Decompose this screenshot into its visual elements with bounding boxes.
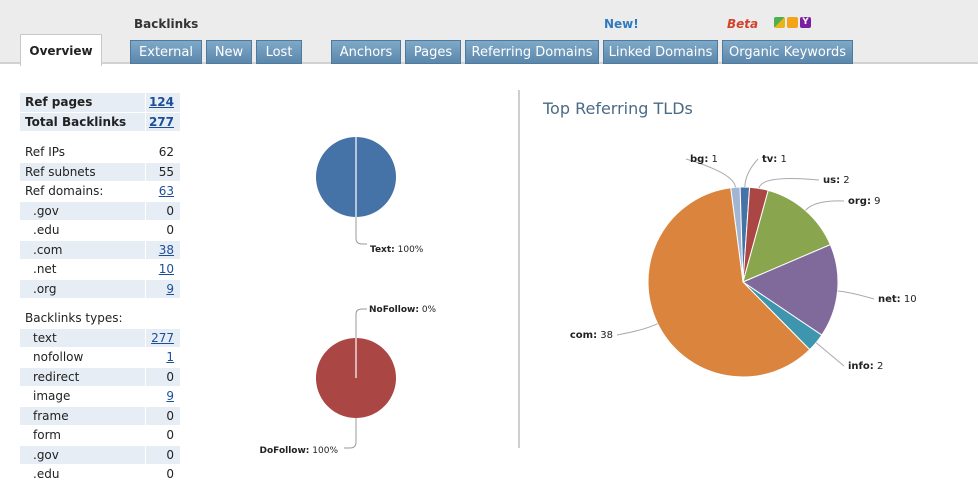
- connector-dofollow: [344, 418, 357, 449]
- connector-info: [815, 342, 845, 367]
- stat-row-org: .org 9: [20, 279, 180, 299]
- connector-nofollow: [355, 308, 367, 338]
- pie-slice-net[interactable]: [741, 243, 839, 336]
- yahoo-icon[interactable]: Y: [800, 17, 811, 28]
- label-info: info: 2: [848, 361, 883, 372]
- stat-row-ref-ips: Ref IPs 62: [20, 143, 180, 163]
- connector-bg: [685, 158, 736, 188]
- stat-row-com: .com 38: [20, 240, 180, 260]
- org-domains-link[interactable]: 9: [166, 281, 174, 296]
- stat-row-types-gov: .gov 0: [20, 445, 180, 465]
- label-tv: tv: 1: [762, 154, 787, 165]
- tab-linked-domains[interactable]: Linked Domains: [603, 40, 718, 64]
- stat-row-text: text 277: [20, 328, 180, 348]
- tab-referring-domains[interactable]: Referring Domains: [465, 40, 599, 64]
- tld-chart-title: Top Referring TLDs: [543, 99, 693, 118]
- label-us: us: 2: [823, 175, 850, 186]
- new-badge: New!: [604, 17, 639, 31]
- stat-row-types-edu: .edu 0: [20, 465, 180, 483]
- label-bg: bg: 1: [690, 154, 718, 165]
- tab-overview[interactable]: Overview: [20, 34, 102, 66]
- stat-row-ref-subnets: Ref subnets 55: [20, 162, 180, 182]
- connector-us: [758, 178, 820, 189]
- stat-row-image: image 9: [20, 387, 180, 407]
- label-net: net: 10: [878, 294, 917, 305]
- tab-bar: Backlinks New! Beta Y Overview External …: [0, 0, 978, 66]
- ref-pages-link[interactable]: 124: [148, 95, 174, 109]
- stat-row-ref-pages: Ref pages 124: [20, 93, 180, 113]
- tab-external[interactable]: External: [130, 40, 202, 64]
- tab-lost[interactable]: Lost: [256, 40, 302, 64]
- summary-table: Ref pages 124 Total Backlinks 277: [20, 93, 180, 132]
- tab-pages[interactable]: Pages: [405, 40, 461, 64]
- connector-text: [355, 217, 367, 245]
- stat-row-ref-domains: Ref domains: 63: [20, 182, 180, 202]
- total-backlinks-link[interactable]: 277: [148, 114, 174, 129]
- beta-badge: Beta: [727, 17, 759, 31]
- connector-tv: [744, 158, 759, 188]
- bing-icon[interactable]: [787, 17, 798, 28]
- stat-row-gov: .gov 0: [20, 201, 180, 221]
- connector-org: [805, 200, 845, 211]
- stat-row-net: .net 10: [20, 260, 180, 280]
- connector-net: [837, 290, 875, 300]
- stat-row-edu: .edu 0: [20, 221, 180, 241]
- label-com: com: 38: [570, 330, 613, 341]
- ref-domains-link[interactable]: 63: [158, 184, 174, 198]
- search-engine-icons: Y: [774, 17, 811, 28]
- stat-row-redirect: redirect 0: [20, 367, 180, 387]
- text-links-link[interactable]: 277: [151, 330, 174, 345]
- link-type-charts: Text: 100% NoFollow: 0% DoFollow: 100%: [260, 137, 437, 456]
- image-links-link[interactable]: 9: [166, 389, 174, 403]
- pie-slice-org[interactable]: [742, 189, 831, 283]
- nofollow-links-link[interactable]: 1: [166, 350, 174, 364]
- net-domains-link[interactable]: 10: [158, 262, 174, 276]
- google-icon[interactable]: [774, 17, 785, 28]
- label-dofollow: DoFollow: 100%: [260, 446, 339, 456]
- connector-com: [616, 323, 658, 336]
- backlinks-group-label: Backlinks: [134, 17, 199, 31]
- label-org: org: 9: [848, 196, 881, 207]
- label-nofollow: NoFollow: 0%: [369, 305, 437, 315]
- tld-pie-chart: bg: 1 tv: 1 us: 2 org: 9 net: 10 info: 2 com: …: [570, 154, 917, 378]
- pie-slice-com[interactable]: [647, 187, 811, 378]
- ref-stats-table: Ref IPs 62 Ref subnets 55 Ref domains: 6…: [20, 143, 180, 299]
- tab-new[interactable]: New: [206, 40, 252, 64]
- backlink-types-title: Backlinks types:: [20, 309, 180, 329]
- tab-anchors[interactable]: Anchors: [331, 40, 401, 64]
- tab-organic-keywords[interactable]: Organic Keywords: [722, 40, 853, 64]
- stat-row-nofollow: nofollow 1: [20, 348, 180, 368]
- stat-row-form: form 0: [20, 426, 180, 446]
- stat-row-total-backlinks: Total Backlinks 277: [20, 112, 180, 132]
- com-domains-link[interactable]: 38: [158, 242, 174, 257]
- backlink-types-table: Backlinks types: text 277 nofollow 1 red…: [20, 309, 180, 483]
- stat-row-frame: frame 0: [20, 406, 180, 426]
- label-text: Text: 100%: [370, 245, 424, 255]
- section-divider: [518, 90, 520, 448]
